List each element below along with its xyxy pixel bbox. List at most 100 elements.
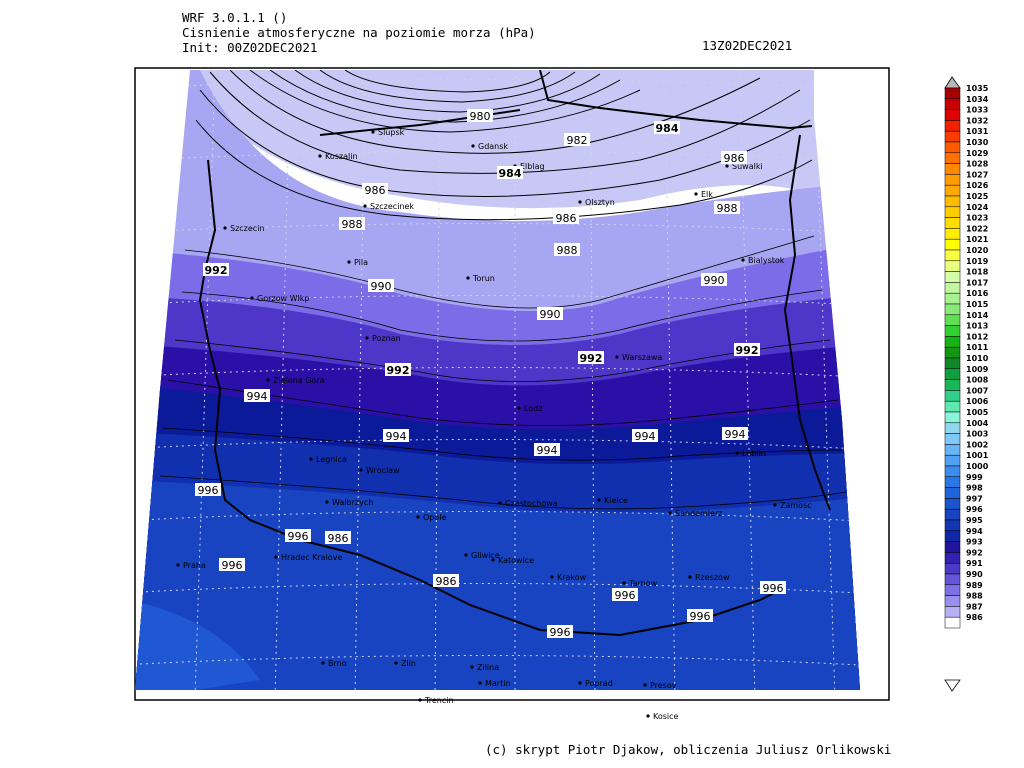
legend-swatch-1013 xyxy=(944,325,961,337)
contour-label-text: 992 xyxy=(387,364,410,377)
city-marker: Trencin xyxy=(418,696,454,705)
contour-label-text: 996 xyxy=(288,530,309,543)
contour-label-box xyxy=(734,343,760,356)
city-marker: Zilina xyxy=(470,663,499,672)
legend-swatch-1029 xyxy=(944,152,961,164)
contour-label-text: 996 xyxy=(615,589,636,602)
city-label: Olsztyn xyxy=(585,198,615,207)
contour-label: 990 xyxy=(368,279,394,293)
contour-label: 996 xyxy=(547,625,573,639)
legend-value-1030: 1030 xyxy=(966,138,989,147)
contour-label-text: 992 xyxy=(736,344,759,357)
contour-label-box xyxy=(714,201,740,214)
contour-label: 996 xyxy=(195,483,221,497)
contour-label-box xyxy=(433,574,459,587)
city-label: Hradec Kralove xyxy=(281,553,342,562)
legend-value-996: 996 xyxy=(966,505,983,514)
city-marker: Lublin xyxy=(735,449,766,458)
legend-swatch-1014 xyxy=(944,314,961,326)
legend-value-1027: 1027 xyxy=(966,170,988,179)
legend-value-990: 990 xyxy=(966,570,983,579)
city-label: Poznan xyxy=(372,334,401,343)
contour-label-text: 990 xyxy=(371,280,392,293)
city-marker: Walbrzych xyxy=(325,498,373,507)
city-marker: Hradec Kralove xyxy=(274,553,342,562)
legend-swatch-997 xyxy=(944,498,961,510)
legend-value-1032: 1032 xyxy=(966,116,988,125)
contour-label-box xyxy=(195,483,221,496)
legend-swatch-1003 xyxy=(944,433,961,445)
legend-swatch-1010 xyxy=(944,357,961,370)
contour-label: 986 xyxy=(433,574,459,588)
city-label: Lodz xyxy=(524,404,543,413)
legend-swatch-1030 xyxy=(944,141,961,154)
city-label: Bialystok xyxy=(748,256,785,265)
legend-swatch-1026 xyxy=(944,184,961,197)
legend-swatch-1035 xyxy=(944,87,961,100)
legend-swatch-1009 xyxy=(944,368,961,380)
contour-label-text: 996 xyxy=(550,626,571,639)
city-label: Zlin xyxy=(401,659,416,668)
city-marker: Olsztyn xyxy=(578,198,615,207)
contour-label-text: 980 xyxy=(470,110,491,123)
contour-label-text: 994 xyxy=(386,430,407,443)
legend-swatch-1002 xyxy=(944,444,961,456)
legend-value-1011: 1011 xyxy=(966,343,989,352)
legend-value-1004: 1004 xyxy=(966,419,989,428)
city-dot xyxy=(773,503,777,507)
city-label: Kielce xyxy=(604,496,628,505)
map-header: WRF 3.0.1.1 () Cisnienie atmosferyczne na… xyxy=(182,10,536,55)
legend-swatch-1020 xyxy=(944,249,961,262)
legend-value-997: 997 xyxy=(966,494,983,503)
city-label: Katowice xyxy=(498,556,534,565)
city-dot xyxy=(347,260,351,264)
city-marker: Wroclaw xyxy=(359,466,400,475)
city-label: Koszalin xyxy=(325,152,358,161)
legend-value-1016: 1016 xyxy=(966,289,989,298)
legend-value-992: 992 xyxy=(966,548,983,557)
legend-value-1033: 1033 xyxy=(966,106,988,115)
city-label: Elblag xyxy=(520,162,545,171)
city-dot xyxy=(550,575,554,579)
contour-label: 988 xyxy=(554,243,580,257)
contour-label-text: 992 xyxy=(580,352,603,365)
contour-label-text: 990 xyxy=(540,308,561,321)
city-label: Martin xyxy=(485,679,511,688)
legend-value-1019: 1019 xyxy=(966,257,989,266)
city-dot xyxy=(491,558,495,562)
city-marker: Gliwice xyxy=(464,551,500,560)
legend-swatch-991 xyxy=(944,562,961,575)
legend-value-1028: 1028 xyxy=(966,160,989,169)
city-dot xyxy=(365,336,369,340)
city-marker: Brno xyxy=(321,659,347,668)
legend-swatch-1001 xyxy=(944,454,961,467)
city-label: Slupsk xyxy=(378,128,405,137)
legend-swatch-1017 xyxy=(944,282,961,294)
legend-swatch-1000 xyxy=(944,465,961,478)
legend-swatch-1019 xyxy=(944,260,961,272)
city-dot xyxy=(464,553,468,557)
contour-label: 996 xyxy=(612,588,638,602)
city-marker: Opole xyxy=(416,513,446,522)
contour-label-text: 996 xyxy=(690,610,711,623)
city-dot xyxy=(266,378,270,382)
city-label: Zamosc xyxy=(780,501,812,510)
contour-label: 990 xyxy=(537,307,563,321)
legend-swatch-1023 xyxy=(944,217,961,229)
city-dot xyxy=(578,681,582,685)
city-dot xyxy=(741,258,745,262)
city-dot xyxy=(223,226,227,230)
contour-label-box xyxy=(537,307,563,320)
city-label: Wroclaw xyxy=(366,466,400,475)
contour-label: 982 xyxy=(564,133,590,147)
city-marker: Poznan xyxy=(365,334,401,343)
city-dot xyxy=(694,192,698,196)
city-marker: Elk xyxy=(694,190,713,199)
legend-down-arrow xyxy=(944,679,961,692)
city-marker: Zielona Gora xyxy=(266,376,325,385)
city-marker: Katowice xyxy=(491,556,534,565)
contour-label-text: 988 xyxy=(557,244,578,257)
legend-value-1021: 1021 xyxy=(966,235,989,244)
contour-label-text: 988 xyxy=(342,218,363,231)
legend-value-1023: 1023 xyxy=(966,214,988,223)
